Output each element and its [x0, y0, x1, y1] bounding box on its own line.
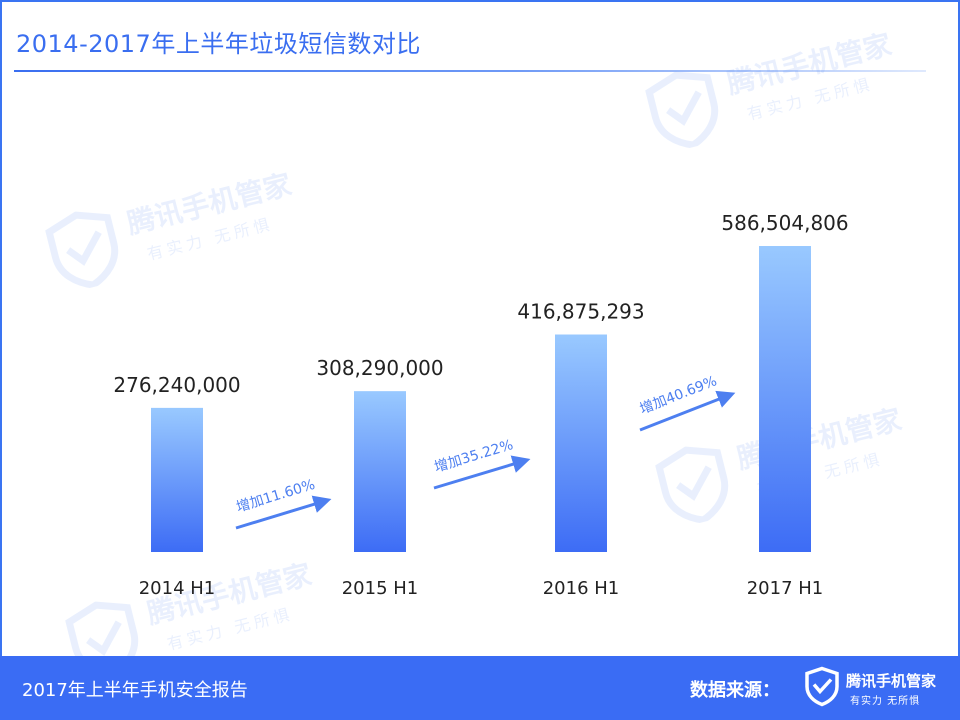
growth-label: 增加11.60%: [235, 477, 318, 516]
growth-arrow: [235, 495, 332, 530]
shield-check-icon: [805, 666, 839, 707]
bar: [151, 407, 203, 552]
footer-brand: 腾讯手机管家: [846, 672, 937, 690]
report-title: 2017年上半年手机安全报告: [22, 680, 248, 701]
bar-chart: 276,240,000 2014 H1 308,290,000 2015 H1 416,…: [113, 211, 848, 599]
value-label: 586,504,806: [721, 211, 848, 235]
title-divider: [14, 70, 926, 72]
category-label: 2014 H1: [139, 578, 216, 599]
growth-arrow: [639, 390, 736, 432]
growth-label: 增加35.22%: [433, 437, 516, 476]
growth-label: 增加40.69%: [638, 373, 720, 418]
shield-check-icon: [645, 71, 719, 149]
value-label: 308,290,000: [316, 356, 443, 380]
category-label: 2016 H1: [543, 578, 620, 599]
source-label: 数据来源：: [690, 680, 780, 701]
value-label: 416,875,293: [517, 300, 644, 324]
category-label: 2015 H1: [342, 578, 419, 599]
footer-slogan: 有实力 无所惧: [850, 696, 921, 707]
category-label: 2017 H1: [747, 578, 824, 599]
value-label: 276,240,000: [113, 373, 240, 397]
shield-check-icon: [45, 211, 119, 289]
footer-bar: 2017年上半年手机安全报告 数据来源： 腾讯手机管家 有实力 无所惧: [0, 656, 960, 720]
bar: [354, 391, 406, 552]
growth-arrow: [433, 455, 531, 490]
page-title: 2014-2017年上半年垃圾短信数对比: [16, 30, 421, 58]
bar: [555, 334, 607, 552]
bar: [759, 246, 811, 552]
shield-check-icon: [655, 446, 729, 524]
